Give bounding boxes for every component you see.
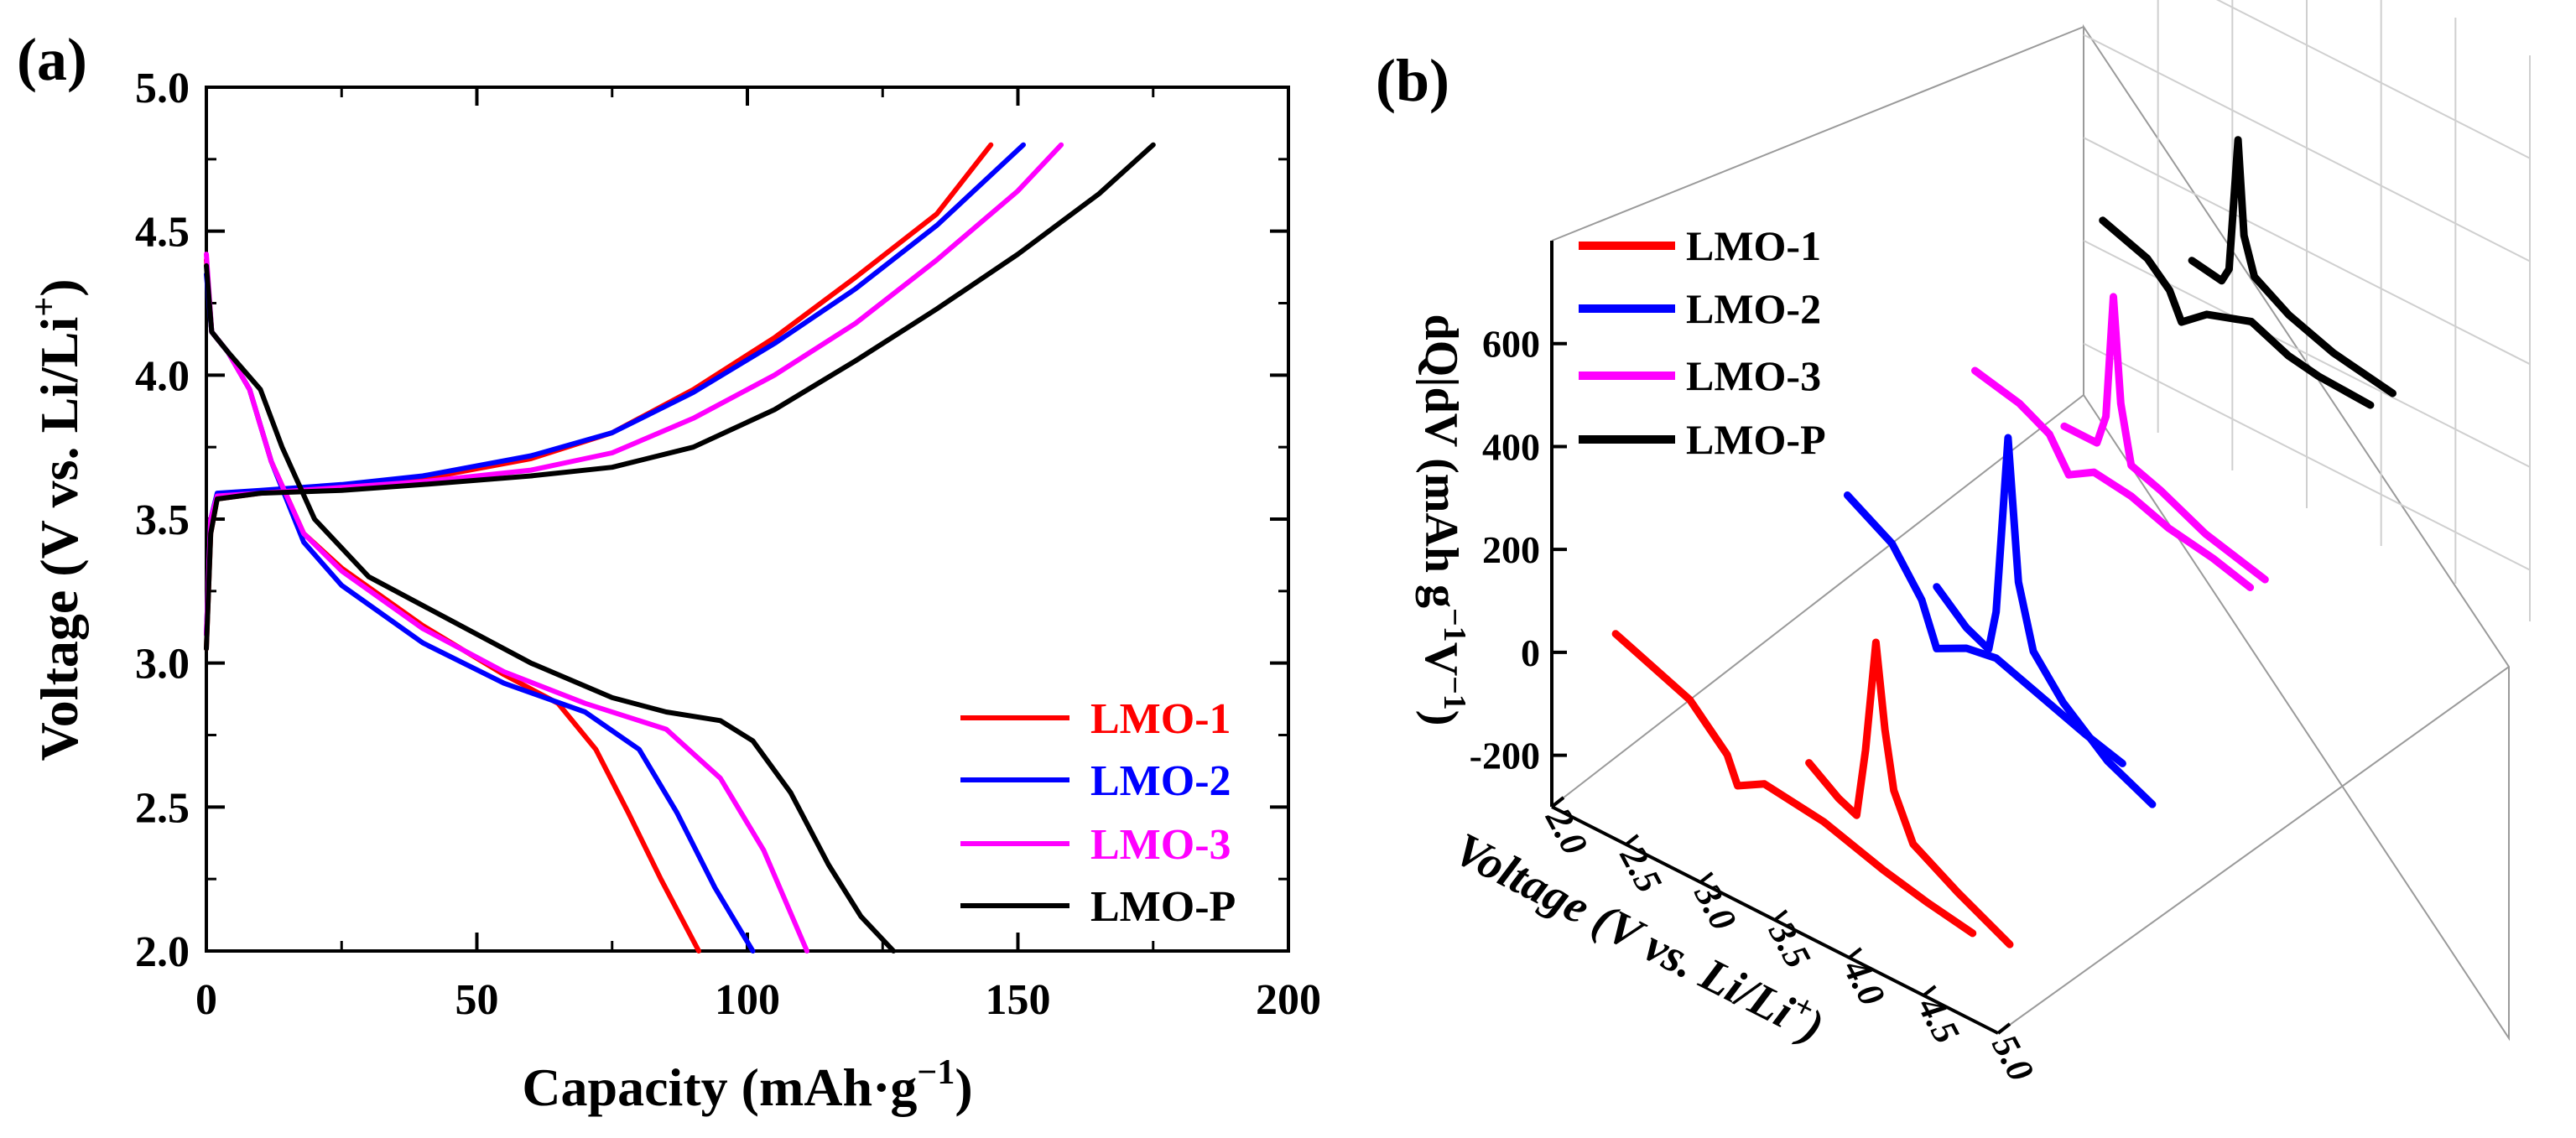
panel-b-legend-item-lmo-p: LMO-P [1579, 416, 1826, 463]
floor-front-edge [1997, 666, 2510, 1034]
b-x-tick-label: 5.0 [1984, 1028, 2042, 1089]
b-series-lmo-2-charge [1933, 434, 2157, 808]
b-series-lmo-3-discharge [1971, 366, 2255, 591]
panel-b-z-ticks: 600 400 200 0 -200 [1470, 323, 1567, 777]
panel-b-legend: LMO-1 LMO-2 LMO-3 LMO-P [1579, 222, 1826, 463]
b-z-tick-label: -200 [1470, 735, 1540, 777]
legend-label-b-lmo-2: LMO-2 [1686, 285, 1821, 332]
a-y-tick-label: 3.0 [135, 641, 190, 689]
a-series-lmo-2-discharge [204, 272, 756, 954]
b-z-tick-label: 400 [1482, 425, 1540, 468]
legend-label-b-lmo-1: LMO-1 [1686, 222, 1821, 269]
a-y-tick-label: 2.0 [135, 928, 190, 976]
panel-b-legend-item-lmo-3: LMO-3 [1579, 352, 1821, 399]
b-x-tick [1996, 1022, 2011, 1035]
b-x-tick-label: 2.0 [1538, 801, 1596, 861]
panel-a: (a) 0 50 100 150 200 2.0 2.5 3.0 3.5 4.0 4.5 5.0 C… [17, 26, 1321, 1117]
a-series-lmo-1-discharge [204, 257, 701, 954]
panel-a-x-tick-labels: 0 50 100 150 200 [195, 976, 1321, 1024]
b-series-lmo-1-discharge [1611, 630, 1977, 938]
legend-label-lmo-3: LMO-3 [1090, 821, 1231, 869]
b-series-lmo-p-charge [2188, 136, 2396, 398]
b-z-tick-label: 0 [1521, 631, 1540, 674]
b-x-tick-label: 3.5 [1761, 914, 1819, 974]
b-x-tick-label: 2.5 [1611, 839, 1670, 899]
panel-a-series [204, 142, 1156, 954]
b-x-tick [1550, 796, 1565, 808]
panel-a-legend-item-lmo-p: LMO-P [960, 883, 1236, 931]
a-y-tick-label: 2.5 [135, 784, 190, 832]
panel-b-label: (b) [1376, 47, 1449, 114]
panel-b-3d-frame [1551, 23, 2510, 1042]
a-y-tick-label: 5.0 [135, 65, 190, 112]
legend-label-b-lmo-3: LMO-3 [1686, 352, 1821, 399]
panel-a-y-tick-labels: 2.0 2.5 3.0 3.5 4.0 4.5 5.0 [135, 65, 190, 976]
panel-a-legend-item-lmo-1: LMO-1 [960, 695, 1231, 743]
a-y-tick-label: 4.5 [135, 209, 190, 257]
panel-a-legend-item-lmo-2: LMO-2 [960, 757, 1231, 805]
back-wall-outline [2083, 23, 2510, 1042]
b-x-tick-label: 4.0 [1834, 952, 1893, 1012]
b-x-tick-label: 4.5 [1909, 990, 1968, 1050]
panel-a-legend: LMO-1 LMO-2 LMO-3 LMO-P [960, 695, 1236, 931]
a-x-tick-label: 100 [715, 976, 780, 1024]
a-series-lmo-1-charge [204, 142, 994, 652]
b-grid-horizontal [2083, 342, 2531, 571]
panel-b-series [1611, 136, 2396, 948]
a-x-tick-label: 150 [986, 976, 1051, 1024]
panel-a-y-axis-label: Voltage (V vs. Li/Li+) [25, 278, 89, 761]
a-y-tick-label: 4.0 [135, 352, 190, 400]
b-grid-horizontal [2083, 34, 2531, 262]
b-x-tick [1923, 985, 1937, 997]
panel-b-legend-item-lmo-2: LMO-2 [1579, 285, 1821, 332]
a-series-lmo-2-charge [204, 142, 1026, 637]
legend-label-lmo-p: LMO-P [1090, 883, 1236, 931]
b-x-tick [1848, 947, 1862, 959]
panel-b-z-axis-label: dQ|dV (mAh g−1V−1) [1415, 314, 1472, 726]
b-x-tick [1699, 871, 1714, 884]
a-series-lmo-p-charge [204, 142, 1156, 652]
panel-b-legend-item-lmo-1: LMO-1 [1579, 222, 1821, 269]
b-x-tick-label: 3.0 [1686, 876, 1745, 937]
a-series-lmo-3-discharge [204, 252, 809, 954]
b-grid-horizontal [2083, 137, 2531, 366]
panel-a-x-axis-label: Capacity (mAh·g−1) [522, 1053, 972, 1117]
floor-back-edge [1551, 394, 2084, 808]
a-x-tick-label: 200 [1256, 976, 1321, 1024]
b-series-lmo-2-discharge [1843, 491, 2126, 767]
a-x-tick-label: 50 [455, 976, 499, 1024]
b-x-tick [1773, 909, 1788, 922]
b-series-lmo-p-discharge [2099, 216, 2375, 409]
a-x-tick-label: 0 [195, 976, 217, 1024]
panel-a-legend-item-lmo-3: LMO-3 [960, 821, 1231, 869]
b-series-lmo-1-charge [1805, 638, 2014, 948]
b-z-tick-label: 200 [1482, 528, 1540, 571]
b-x-tick [1625, 834, 1639, 846]
b-series-lmo-3-charge [2060, 293, 2269, 584]
top-edge [1551, 26, 2084, 242]
b-z-tick-label: 600 [1482, 323, 1540, 366]
legend-label-lmo-1: LMO-1 [1090, 695, 1231, 743]
a-y-tick-label: 3.5 [135, 496, 190, 544]
b-grid-horizontal [2215, 0, 2531, 159]
legend-label-b-lmo-p: LMO-P [1686, 416, 1826, 463]
legend-label-lmo-2: LMO-2 [1090, 757, 1231, 805]
panel-b: (b) 600 400 200 0 -200 2.0 2.5 3.0 3.5 4.0 4.5 5.0… [1376, 0, 2531, 1089]
panel-a-label: (a) [17, 26, 87, 93]
a-series-lmo-p-discharge [204, 262, 897, 954]
panel-b-back-grid [2083, 0, 2531, 621]
